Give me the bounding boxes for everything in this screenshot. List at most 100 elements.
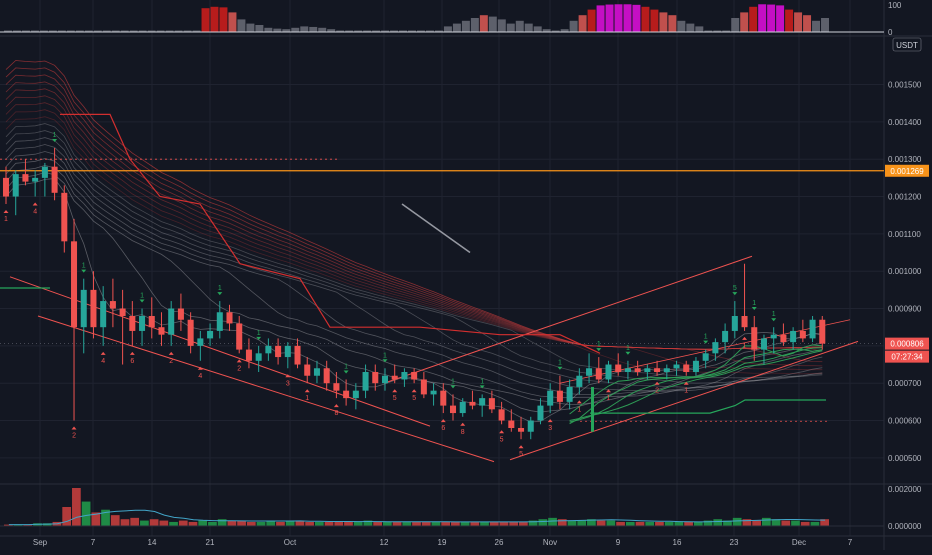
indicator-bar [632, 4, 641, 32]
volume-bar [693, 521, 703, 526]
candle-body [90, 289, 97, 328]
sell-marker [596, 348, 602, 352]
sell-count: 1 [626, 345, 630, 352]
indicator-bar [399, 30, 408, 32]
volume-bar [412, 521, 421, 526]
candle-body [323, 368, 330, 384]
trend-lines [0, 113, 884, 463]
indicator-bar [84, 30, 93, 32]
price-tick-label: 0.000500 [888, 454, 922, 463]
candle-body [566, 386, 573, 402]
sell-marker [256, 336, 262, 340]
sell-marker [343, 370, 349, 374]
volume-bar [266, 520, 276, 526]
indicator-bar [569, 20, 578, 32]
indicator-scale-bottom: 0 [888, 28, 893, 37]
sell-marker [382, 359, 388, 363]
sell-marker [732, 292, 738, 296]
candle-body [508, 420, 515, 428]
candlestick-series [2, 148, 826, 440]
buy-marker [440, 419, 446, 423]
indicator-bar [803, 15, 812, 32]
indicator-bar [614, 4, 623, 32]
sell-count: 5 [733, 285, 737, 292]
volume-bar [188, 521, 198, 526]
volume-bar [509, 521, 519, 526]
buy-count: 1 [4, 216, 8, 223]
volume-bar [42, 523, 52, 526]
candle-body [498, 409, 505, 421]
indicator-bar [551, 30, 560, 32]
sell-marker [703, 340, 709, 344]
indicator-bar [821, 18, 829, 32]
price-tick-label: 0.001300 [888, 155, 922, 164]
candle-body [683, 364, 690, 372]
candle-body [177, 308, 184, 320]
indicator-bar [93, 30, 102, 32]
date-tick-label: 12 [380, 538, 389, 547]
indicator-bar [300, 26, 309, 32]
candle-body [168, 308, 175, 335]
indicator-bar [363, 30, 372, 32]
candle-body [430, 390, 437, 395]
buy-count: 2 [237, 365, 241, 372]
candle-body [284, 345, 291, 358]
date-tick-label: 7 [91, 538, 96, 547]
indicator-bar [408, 30, 416, 32]
uptrend-lower [509, 340, 859, 461]
date-tick-label: 19 [438, 538, 447, 547]
candle-body [722, 330, 729, 343]
buy-count: 1 [684, 388, 688, 395]
sell-marker [217, 292, 223, 296]
volume-bar [752, 520, 761, 526]
currency-badge[interactable] [892, 37, 922, 52]
indicator-bar [219, 7, 228, 32]
candle-body [673, 364, 680, 369]
volume-bar [81, 501, 91, 526]
sell-marker [557, 366, 563, 370]
sell-marker [625, 351, 631, 355]
candle-body [634, 368, 641, 372]
candle-body [644, 368, 651, 372]
candle-body [381, 375, 389, 384]
buy-marker [605, 389, 611, 393]
candle-body [605, 364, 612, 380]
indicator-bar [66, 30, 75, 32]
candle-body [275, 345, 282, 358]
candle-body [576, 375, 583, 387]
buy-marker [333, 404, 339, 408]
volume-bar [596, 520, 606, 526]
buy-count: 5 [500, 436, 504, 443]
buy-marker [392, 389, 398, 393]
buy-count: 4 [198, 373, 202, 380]
volume-bar [587, 519, 596, 526]
date-axis[interactable]: Sep 7 14 21 Oct 12 19 26 Nov 9 16 23 Dec 7 [33, 538, 853, 547]
indicator-bar [129, 30, 138, 32]
candle-body [449, 405, 457, 414]
indicator-bar [704, 30, 713, 32]
trailing-support-line [590, 399, 826, 414]
volume-bar [324, 521, 334, 526]
buy-marker [547, 419, 553, 423]
indicator-bar [533, 26, 542, 32]
sell-marker [81, 269, 87, 273]
volume-bar [742, 519, 752, 526]
indicator-bar [731, 18, 740, 32]
volume-bar [178, 520, 188, 526]
indicator-bar [434, 30, 443, 32]
sell-count: 1 [752, 300, 756, 307]
buy-count: 5 [393, 395, 397, 402]
volume-scale-bottom: 0.000000 [888, 522, 922, 531]
volume-bar [557, 519, 567, 526]
downtrend-upper [9, 276, 431, 427]
indicator-bar [4, 30, 12, 32]
currency-label: USDT [896, 41, 918, 50]
buy-count: 1 [743, 343, 747, 350]
grey-ma-segment [401, 203, 471, 254]
fast-ribbon-line [569, 350, 823, 421]
volume-bar [227, 520, 237, 526]
candle-body [2, 177, 10, 197]
